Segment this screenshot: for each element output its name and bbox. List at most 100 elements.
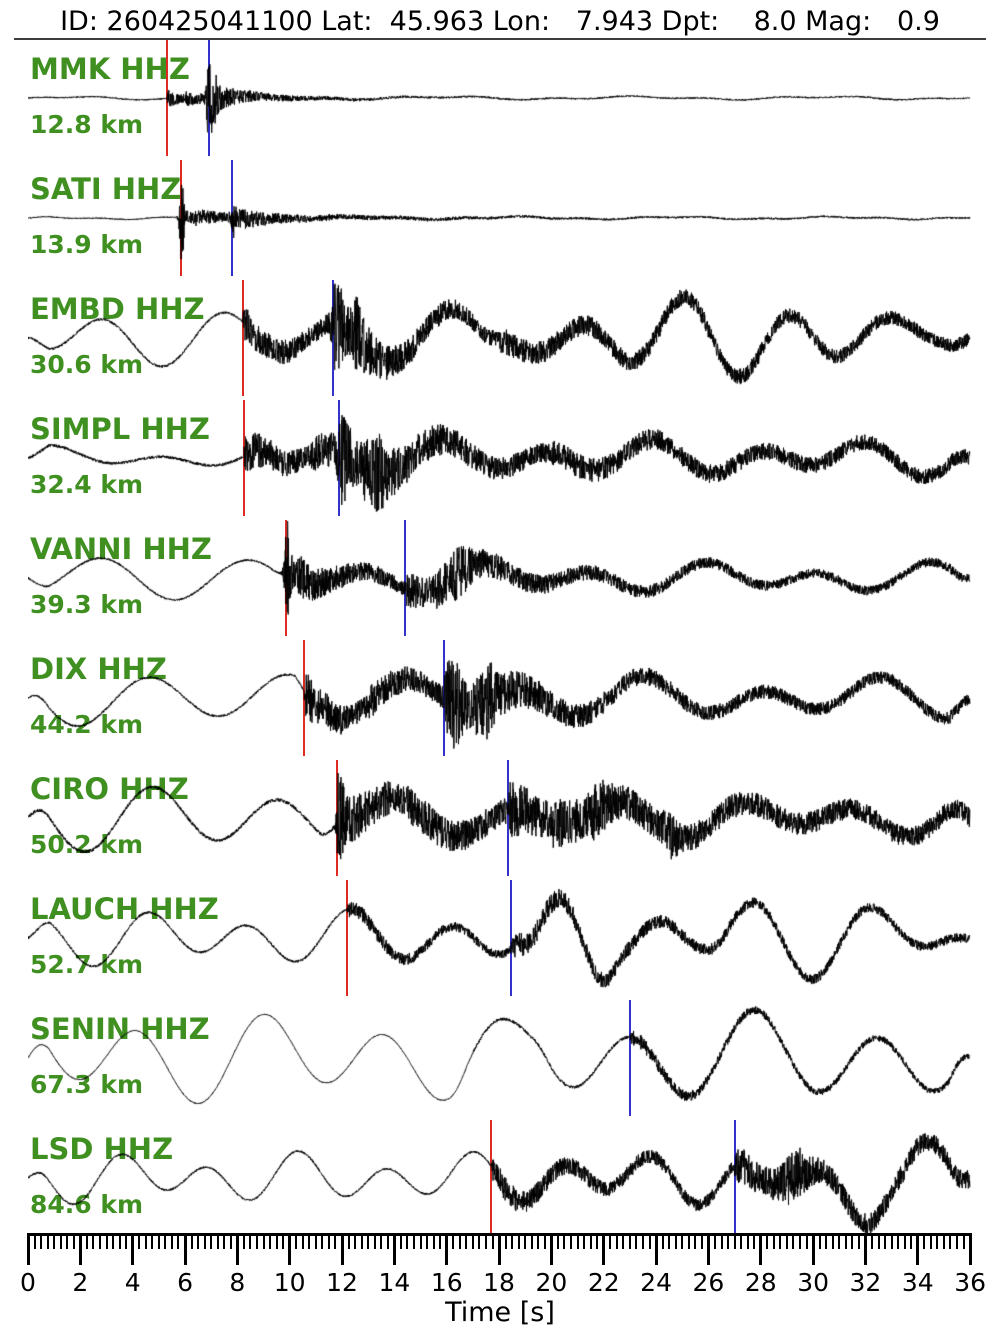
tick-label: 22 <box>587 1268 620 1297</box>
waveform-trace <box>28 278 971 398</box>
minor-tick <box>517 1234 520 1249</box>
x-axis-label: Time [s] <box>445 1297 555 1328</box>
minor-tick <box>713 1234 716 1249</box>
minor-tick <box>740 1234 743 1249</box>
minor-tick <box>386 1234 389 1249</box>
major-tick <box>26 1234 30 1265</box>
minor-tick <box>66 1234 69 1249</box>
waveform-trace <box>28 38 971 158</box>
minor-tick <box>733 1234 736 1249</box>
minor-tick <box>694 1234 697 1249</box>
minor-tick <box>622 1234 625 1249</box>
waveform-trace <box>28 518 971 638</box>
minor-tick <box>661 1234 664 1249</box>
minor-tick <box>910 1234 913 1249</box>
station-row: LAUCH HHZ 52.7 km <box>0 878 1000 998</box>
minor-tick <box>700 1234 703 1249</box>
minor-tick <box>223 1234 226 1249</box>
minor-tick <box>118 1234 121 1249</box>
station-row: SIMPL HHZ 32.4 km <box>0 398 1000 518</box>
minor-tick <box>46 1234 49 1249</box>
minor-tick <box>138 1234 141 1249</box>
minor-tick <box>321 1234 324 1249</box>
tick-label: 8 <box>229 1268 246 1297</box>
minor-tick <box>857 1234 860 1249</box>
major-tick <box>497 1234 501 1265</box>
major-tick <box>288 1234 292 1265</box>
minor-tick <box>818 1234 821 1249</box>
minor-tick <box>576 1234 579 1249</box>
minor-tick <box>399 1234 402 1249</box>
major-tick <box>968 1234 972 1265</box>
waveform-trace <box>28 638 971 758</box>
minor-tick <box>805 1234 808 1249</box>
minor-tick <box>753 1234 756 1249</box>
minor-tick <box>942 1234 945 1249</box>
minor-tick <box>308 1234 311 1249</box>
minor-tick <box>648 1234 651 1249</box>
minor-tick <box>746 1234 749 1249</box>
major-tick <box>706 1234 710 1265</box>
tick-label: 12 <box>326 1268 358 1297</box>
minor-tick <box>112 1234 115 1249</box>
minor-tick <box>478 1234 481 1249</box>
minor-tick <box>439 1234 442 1249</box>
minor-tick <box>962 1234 965 1249</box>
minor-tick <box>164 1234 167 1249</box>
station-row: VANNI HHZ 39.3 km <box>0 518 1000 638</box>
minor-tick <box>799 1234 801 1249</box>
tick-label: 16 <box>430 1268 463 1297</box>
minor-tick <box>537 1234 540 1249</box>
minor-tick <box>210 1234 213 1249</box>
waveform-trace <box>28 758 971 878</box>
major-tick <box>392 1234 396 1265</box>
major-tick <box>183 1234 187 1265</box>
minor-tick <box>884 1234 887 1249</box>
minor-tick <box>530 1234 533 1249</box>
minor-tick <box>458 1234 461 1249</box>
minor-tick <box>844 1234 847 1249</box>
minor-tick <box>838 1234 841 1249</box>
minor-tick <box>373 1234 376 1249</box>
minor-tick <box>98 1234 101 1249</box>
minor-tick <box>242 1234 245 1249</box>
minor-tick <box>275 1234 278 1249</box>
minor-tick <box>59 1234 62 1249</box>
minor-tick <box>897 1234 900 1249</box>
minor-tick <box>269 1234 272 1249</box>
figure-title: ID: 260425041100 Lat: 45.963 Lon: 7.943 … <box>60 6 940 37</box>
minor-tick <box>413 1234 415 1249</box>
minor-tick <box>681 1234 684 1249</box>
tick-label: 24 <box>640 1268 672 1297</box>
tick-label: 2 <box>72 1268 89 1297</box>
minor-tick <box>197 1234 200 1249</box>
minor-tick <box>635 1234 638 1249</box>
minor-tick <box>772 1234 775 1249</box>
minor-tick <box>216 1234 219 1249</box>
minor-tick <box>282 1234 285 1249</box>
minor-tick <box>720 1234 723 1249</box>
tick-label: 30 <box>797 1268 829 1297</box>
minor-tick <box>105 1234 108 1249</box>
minor-tick <box>511 1234 514 1249</box>
major-tick <box>445 1234 449 1265</box>
tick-label: 10 <box>273 1268 306 1297</box>
station-row: CIRO HHZ 50.2 km <box>0 758 1000 878</box>
minor-tick <box>870 1234 873 1249</box>
minor-tick <box>628 1234 631 1249</box>
tick-label: 14 <box>378 1268 411 1297</box>
minor-tick <box>151 1234 154 1249</box>
minor-tick <box>347 1234 350 1249</box>
minor-tick <box>524 1234 527 1249</box>
waveform-trace <box>28 878 971 998</box>
waveform-trace <box>28 398 971 518</box>
minor-tick <box>583 1234 586 1249</box>
major-tick <box>602 1234 606 1265</box>
minor-tick <box>563 1234 566 1249</box>
major-tick <box>916 1234 920 1265</box>
minor-tick <box>92 1234 95 1249</box>
minor-tick <box>432 1234 435 1249</box>
minor-tick <box>262 1234 265 1249</box>
minor-tick <box>589 1234 592 1249</box>
